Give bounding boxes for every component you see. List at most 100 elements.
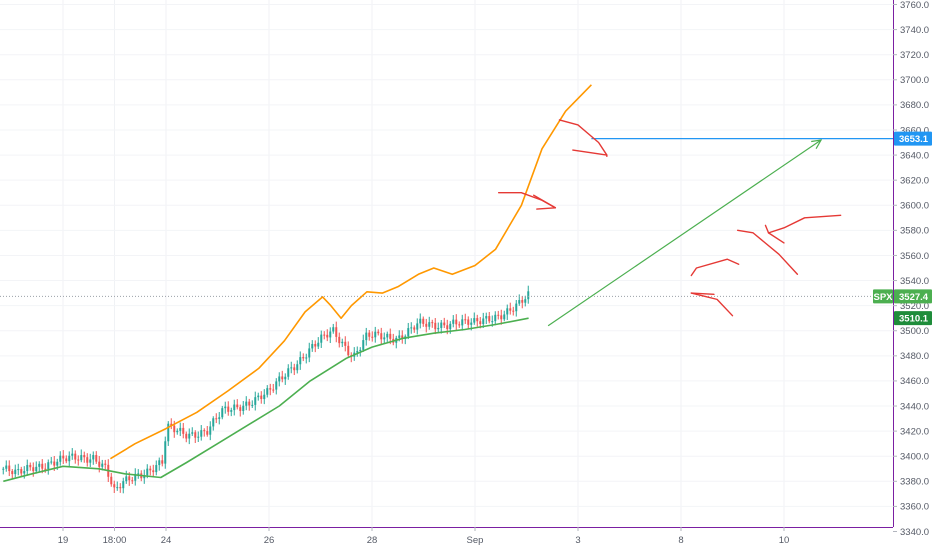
hand-drawn-arrow-6 <box>690 292 734 317</box>
candle-body <box>200 430 203 437</box>
candle-body <box>95 455 98 462</box>
candle-body <box>329 331 332 338</box>
candle-body <box>488 316 491 322</box>
trend-arrow-line[interactable] <box>547 139 822 327</box>
time-tick-label: 3 <box>575 535 580 546</box>
candle-body <box>515 303 518 312</box>
candle-body <box>470 322 473 325</box>
candle-body <box>305 357 308 359</box>
candle-body <box>416 323 419 330</box>
candle-body <box>491 321 494 323</box>
time-axis[interactable]: 19 18:00 24 26 28 Sep 3 8 10 <box>0 527 893 550</box>
candle-body <box>104 463 107 465</box>
candle-body <box>365 332 368 341</box>
candle-body <box>167 423 170 442</box>
price-tick-label: 3680.0 <box>900 100 929 111</box>
candle-body <box>20 469 23 474</box>
candle-body <box>77 459 80 461</box>
candle-body <box>371 336 374 338</box>
candle-body <box>401 335 404 340</box>
price-tick-label: 3440.0 <box>900 401 929 412</box>
candle-body <box>89 459 92 463</box>
candle-body <box>269 388 272 390</box>
candle-body <box>242 405 245 411</box>
candle-body <box>278 376 281 382</box>
plot-area[interactable] <box>0 0 932 532</box>
candle-body <box>161 460 164 464</box>
candle-body <box>311 343 314 349</box>
candle-body <box>293 367 296 371</box>
hand-drawn-arrow-head <box>533 194 557 209</box>
candle-body <box>377 331 380 334</box>
candle-body <box>194 432 197 438</box>
candle-body <box>158 460 161 466</box>
price-badge-1 <box>894 289 932 304</box>
price-tick-label: 3720.0 <box>900 50 929 61</box>
candle-body <box>182 427 185 434</box>
candle-body <box>458 324 461 326</box>
price-tick-label: 3560.0 <box>900 251 929 262</box>
candle-body <box>479 321 482 325</box>
candle-body <box>254 397 257 405</box>
candle-body <box>263 394 266 400</box>
price-axis[interactable]: 3340.0 3360.0 3380.0 3400.0 3420.0 3440.0 3460… <box>893 0 932 550</box>
candle-body <box>56 461 59 466</box>
price-tick-label: 3580.0 <box>900 226 929 237</box>
candle-body <box>14 469 17 475</box>
candle-body <box>65 458 68 462</box>
candle-body <box>389 333 392 339</box>
candle-body <box>509 308 512 311</box>
time-tick-label: 19 <box>58 535 69 546</box>
candle-body <box>125 476 128 482</box>
candle-body <box>122 481 125 489</box>
candle-body <box>2 468 5 470</box>
hand-drawn-arrow-head <box>536 207 557 210</box>
candle-body <box>128 476 131 481</box>
price-tick-label: 3480.0 <box>900 351 929 362</box>
candle-body <box>482 318 485 325</box>
candle-body <box>83 455 86 458</box>
candle-body <box>320 334 323 343</box>
symbol-badge-label: SPX <box>873 292 893 303</box>
candle-body <box>59 455 62 462</box>
time-tick-label: 10 <box>779 535 790 546</box>
candle-body <box>284 376 287 380</box>
price-tick-label: 3640.0 <box>900 150 929 161</box>
candle-body <box>185 433 188 439</box>
hand-drawn-arrow-head <box>764 224 770 234</box>
candle-body <box>257 395 260 398</box>
price-tick-label: 3340.0 <box>900 527 929 538</box>
symbol-badge <box>873 289 893 304</box>
candle-body <box>137 473 140 475</box>
series-line-2 <box>109 84 592 460</box>
candle-body <box>164 441 167 464</box>
price-tick-label: 3360.0 <box>900 502 929 513</box>
candle-body <box>506 308 509 315</box>
candle-body <box>287 368 290 377</box>
candle-body <box>155 465 158 473</box>
candle-body <box>143 475 146 479</box>
candle-body <box>206 431 209 435</box>
candle-body <box>494 314 497 322</box>
candle-body <box>428 322 431 327</box>
candle-body <box>227 406 230 412</box>
candle-body <box>431 322 434 324</box>
candle-body <box>53 461 56 466</box>
candle-body <box>41 463 44 469</box>
price-badge-2 <box>894 311 932 326</box>
candle-body <box>359 349 362 352</box>
candle-body <box>527 291 530 300</box>
price-tick-label: 3760.0 <box>900 0 929 11</box>
candle-body <box>26 464 29 472</box>
price-badge-value: 3653.1 <box>899 134 929 145</box>
candle-body <box>443 322 446 326</box>
price-tick-label: 3600.0 <box>900 201 929 212</box>
candle-body <box>32 467 35 472</box>
hand-drawn-arrow-head <box>572 149 608 156</box>
candle-body <box>341 341 344 344</box>
candle-body <box>101 463 104 467</box>
candle-body <box>8 465 11 472</box>
time-tick-label: 26 <box>264 535 275 546</box>
candle-body <box>383 337 386 340</box>
